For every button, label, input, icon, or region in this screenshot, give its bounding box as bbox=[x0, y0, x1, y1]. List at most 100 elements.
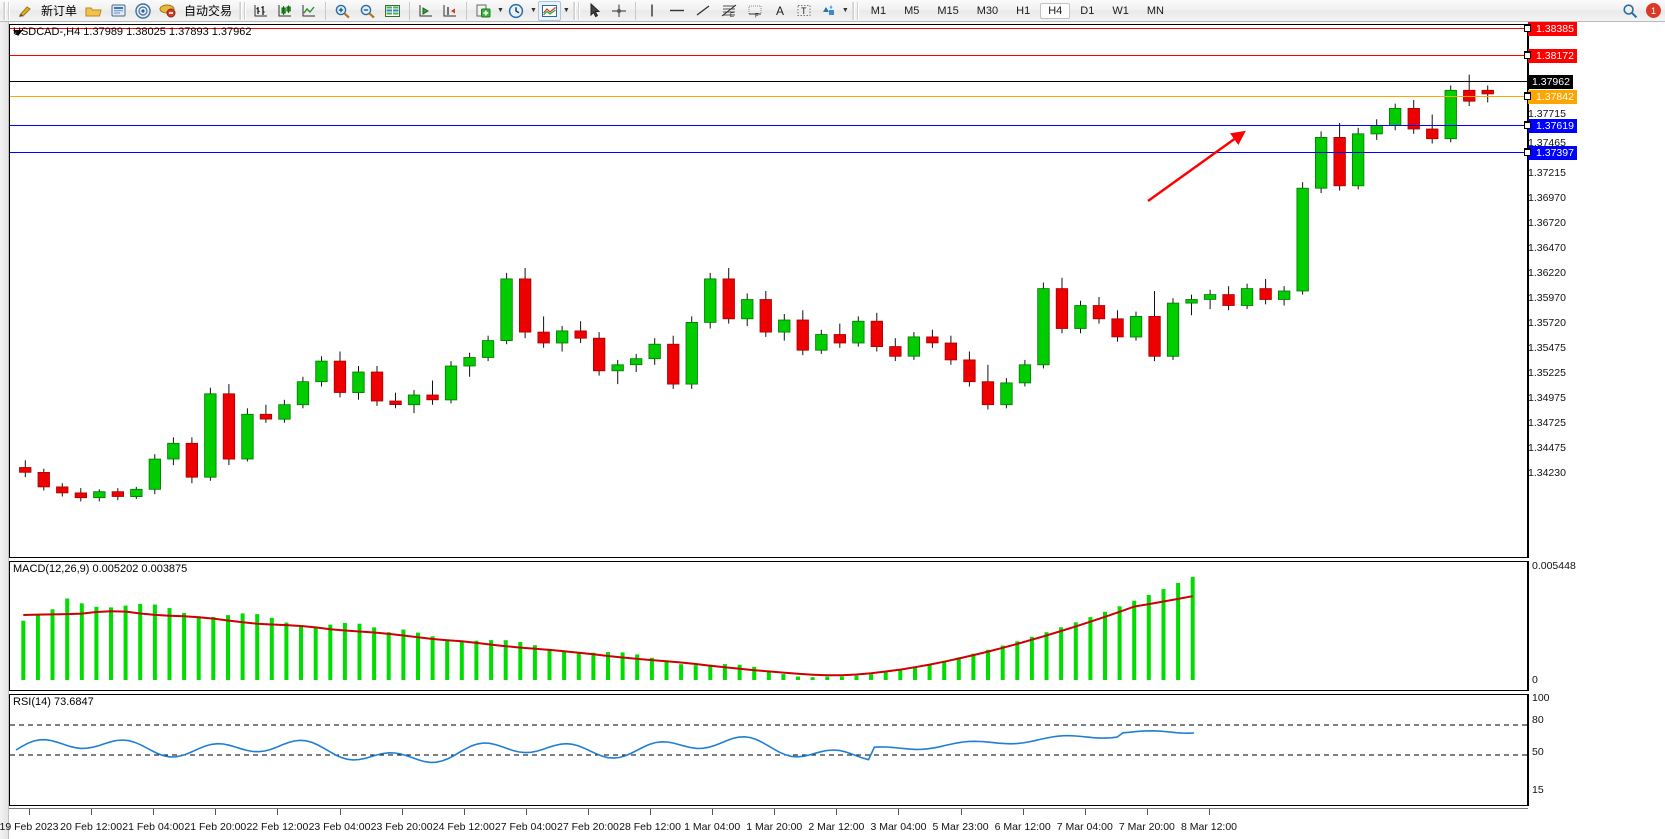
folder-icon[interactable] bbox=[82, 1, 105, 21]
date-tick-mark bbox=[774, 809, 776, 815]
toolbar-separator-3 bbox=[466, 1, 468, 20]
date-tick-label: 8 Mar 12:00 bbox=[1180, 821, 1238, 833]
toolbar-grip-3[interactable] bbox=[572, 1, 580, 20]
timeframe-mn[interactable]: MN bbox=[1146, 4, 1164, 17]
text-label-icon[interactable]: T bbox=[793, 1, 815, 21]
autotrading-icon[interactable] bbox=[156, 1, 179, 21]
autotrading-label[interactable]: 自动交易 bbox=[184, 4, 233, 18]
main-toolbar: 新订单 自动交易 ▼ ▼ bbox=[0, 0, 1665, 22]
rsi-axis[interactable]: 100 80 50 15 bbox=[1528, 692, 1665, 806]
crosshair-icon[interactable] bbox=[608, 1, 630, 21]
price-label-1-38385[interactable]: 1.38385 bbox=[1524, 22, 1577, 36]
toolbar-grip-2[interactable] bbox=[239, 1, 247, 20]
fibonacci-icon[interactable]: E bbox=[717, 1, 741, 21]
level-anchor-1-38172[interactable] bbox=[1524, 52, 1531, 59]
price-label-1-37842[interactable]: 1.37842 bbox=[1524, 90, 1577, 104]
shapes-caret-icon[interactable]: ▼ bbox=[841, 7, 849, 14]
toolbar-grip[interactable] bbox=[3, 1, 10, 20]
rsi-panel[interactable]: RSI(14) 73.6847 bbox=[9, 694, 1528, 806]
cursor-icon[interactable] bbox=[584, 1, 606, 21]
level-line-1-38172[interactable] bbox=[10, 52, 1531, 59]
price-label-1-37397[interactable]: 1.37397 bbox=[1524, 146, 1577, 160]
timeframe-m30[interactable]: M30 bbox=[976, 4, 999, 17]
toolbar-separator-4 bbox=[634, 1, 636, 20]
price-tick-1-34475: 1.34475 bbox=[1528, 442, 1566, 454]
date-tick-mark bbox=[463, 809, 465, 815]
date-tick-label: 23 Feb 04:00 bbox=[308, 821, 371, 833]
channel-icon[interactable]: F bbox=[743, 1, 767, 21]
shapes-icon[interactable] bbox=[817, 1, 840, 21]
rsi-tick-100: 100 bbox=[1532, 692, 1550, 704]
auto-scroll-icon[interactable] bbox=[439, 1, 461, 21]
macd-panel[interactable]: MACD(12,26,9) 0.005202 0.003875 bbox=[9, 561, 1528, 691]
level-anchor-1-37619[interactable] bbox=[1524, 122, 1531, 129]
toolbar-grip-4[interactable] bbox=[851, 1, 859, 20]
timeframe-d1[interactable]: D1 bbox=[1080, 4, 1095, 17]
date-tick-label: 3 Mar 04:00 bbox=[870, 821, 927, 833]
timeframe-m5[interactable]: M5 bbox=[904, 4, 920, 17]
date-tick-mark bbox=[525, 809, 527, 815]
date-tick-label: 19 Feb 2023 bbox=[0, 821, 59, 833]
add-indicator-icon[interactable] bbox=[472, 1, 495, 21]
open-account-icon[interactable] bbox=[107, 1, 130, 21]
vertical-line-icon[interactable] bbox=[641, 1, 663, 21]
timeframe-m15[interactable]: M15 bbox=[937, 4, 959, 17]
new-order-icon[interactable] bbox=[14, 1, 36, 21]
text-icon[interactable]: A bbox=[769, 1, 791, 21]
line-chart-icon[interactable] bbox=[298, 1, 320, 21]
zoom-in-icon[interactable] bbox=[331, 1, 354, 21]
alert-badge[interactable]: 1 bbox=[1646, 3, 1661, 18]
rsi-axis-line bbox=[1528, 694, 1529, 806]
price-panel[interactable]: USDCAD-,H4 1.37989 1.38025 1.37893 1.379… bbox=[9, 24, 1531, 558]
level-line-1-37842[interactable] bbox=[10, 93, 1531, 100]
zoom-out-icon[interactable] bbox=[356, 1, 379, 21]
templates-icon[interactable] bbox=[537, 0, 561, 21]
candlestick-chart-icon[interactable] bbox=[274, 1, 296, 21]
period-caret-icon[interactable]: ▼ bbox=[529, 7, 537, 14]
price-axis[interactable]: 1.38385 1.38172 1.37962 1.37842 1.37715 … bbox=[1524, 22, 1665, 558]
level-line-1-37619[interactable] bbox=[10, 122, 1531, 129]
date-tick-mark bbox=[898, 809, 900, 815]
timeframe-h4[interactable]: H4 bbox=[1040, 2, 1071, 19]
search-icon[interactable] bbox=[1619, 1, 1641, 21]
trendline-icon[interactable] bbox=[691, 1, 715, 21]
timeframe-m1[interactable]: M1 bbox=[870, 4, 887, 17]
date-tick-label: 24 Feb 12:00 bbox=[432, 821, 495, 833]
date-tick-label: 27 Feb 04:00 bbox=[494, 821, 557, 833]
macd-canvas bbox=[21, 576, 1195, 680]
signals-icon[interactable] bbox=[132, 1, 154, 21]
date-tick-mark bbox=[650, 809, 652, 815]
date-tick-mark bbox=[339, 809, 341, 815]
templates-caret-icon[interactable]: ▼ bbox=[562, 7, 570, 14]
level-line-1-38385[interactable] bbox=[10, 25, 1531, 32]
shift-chart-icon[interactable] bbox=[415, 1, 437, 21]
level-anchor-1-38385[interactable] bbox=[1524, 25, 1531, 32]
date-tick-label: 5 Mar 23:00 bbox=[932, 821, 989, 833]
new-order-label[interactable]: 新订单 bbox=[41, 4, 78, 18]
date-tick-label: 20 Feb 12:00 bbox=[60, 821, 123, 833]
horizontal-line-icon[interactable] bbox=[665, 1, 689, 21]
level-line-1-37397[interactable] bbox=[10, 149, 1531, 156]
rsi-tick-80: 80 bbox=[1532, 714, 1544, 726]
date-tick-mark bbox=[1022, 809, 1024, 815]
up-arrow-annotation[interactable] bbox=[10, 25, 1527, 557]
add-indicator-caret-icon[interactable]: ▼ bbox=[497, 7, 504, 14]
timeframe-w1[interactable]: W1 bbox=[1112, 4, 1129, 17]
level-anchor-1-37397[interactable] bbox=[1524, 149, 1531, 156]
timeframe-h1[interactable]: H1 bbox=[1016, 4, 1031, 17]
candlestick-canvas bbox=[19, 74, 1494, 502]
macd-axis[interactable]: 0.005448 0 bbox=[1528, 560, 1665, 691]
period-icon[interactable] bbox=[505, 1, 528, 21]
price-tick-1-35720: 1.35720 bbox=[1528, 317, 1566, 329]
svg-text:T: T bbox=[801, 6, 807, 16]
bar-chart-icon[interactable] bbox=[250, 1, 272, 21]
price-tick-1-34230: 1.34230 bbox=[1528, 467, 1566, 479]
date-axis[interactable]: 19 Feb 2023 20 Feb 12:00 21 Feb 04:00 21 Fe… bbox=[0, 808, 1528, 839]
price-tick-1-34725: 1.34725 bbox=[1528, 417, 1566, 429]
macd-tick-max: 0.005448 bbox=[1532, 560, 1576, 572]
date-tick-label: 22 Feb 12:00 bbox=[246, 821, 309, 833]
data-window-icon[interactable] bbox=[381, 1, 404, 21]
price-label-1-37619[interactable]: 1.37619 bbox=[1524, 119, 1577, 133]
price-label-1-38172[interactable]: 1.38172 bbox=[1524, 49, 1577, 63]
level-anchor-1-37842[interactable] bbox=[1524, 93, 1531, 100]
